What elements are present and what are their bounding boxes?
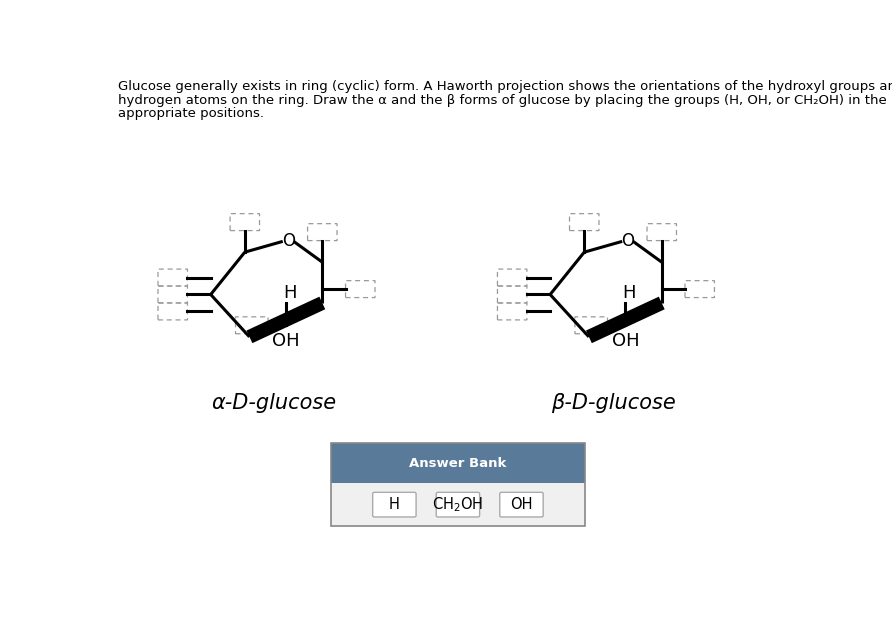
Text: H: H: [623, 284, 636, 302]
Text: α-D-glucose: α-D-glucose: [211, 393, 337, 413]
Text: β-D-glucose: β-D-glucose: [551, 393, 676, 413]
Text: hydrogen atoms on the ring. Draw the α and the β forms of glucose by placing the: hydrogen atoms on the ring. Draw the α a…: [118, 93, 887, 106]
Text: OH: OH: [612, 332, 640, 350]
Text: Answer Bank: Answer Bank: [409, 457, 507, 470]
FancyBboxPatch shape: [436, 492, 480, 517]
Text: O: O: [282, 232, 294, 250]
FancyBboxPatch shape: [373, 492, 416, 517]
Text: OH: OH: [510, 497, 533, 512]
FancyBboxPatch shape: [331, 483, 585, 526]
Text: CH$_2$OH: CH$_2$OH: [433, 495, 483, 514]
Text: OH: OH: [272, 332, 300, 350]
Text: O: O: [621, 232, 634, 250]
FancyBboxPatch shape: [331, 443, 585, 483]
Text: H: H: [283, 284, 296, 302]
Text: Glucose generally exists in ring (cyclic) form. A Haworth projection shows the o: Glucose generally exists in ring (cyclic…: [118, 80, 892, 93]
Text: H: H: [389, 497, 400, 512]
FancyBboxPatch shape: [500, 492, 543, 517]
Text: appropriate positions.: appropriate positions.: [118, 106, 264, 119]
